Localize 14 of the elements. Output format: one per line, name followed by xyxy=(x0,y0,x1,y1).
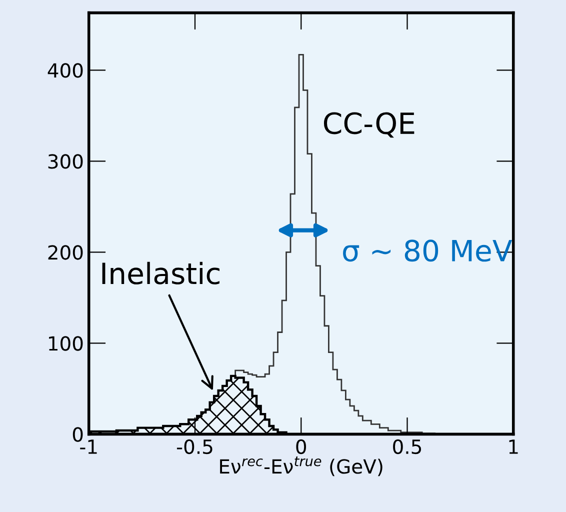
x-tick-label: 0.5 xyxy=(393,439,421,454)
x-tick-label: 0 xyxy=(296,439,306,454)
y-tick-label: 200 xyxy=(48,245,83,260)
x-tick-label: -0.5 xyxy=(176,439,212,454)
annotation: σ ~ 80 MeV xyxy=(343,240,512,262)
x-tick-label: -1 xyxy=(80,440,97,454)
y-tick-label: 100 xyxy=(49,336,83,351)
x-tick-label: 1 xyxy=(509,440,518,454)
x-axis-title: Eν$^{rec}$-Eν$^{true}$ (GeV) xyxy=(220,456,382,476)
y-tick-label: 300 xyxy=(48,154,83,169)
text: Inelastic xyxy=(102,262,220,284)
y-tick-label: 400 xyxy=(48,63,83,78)
series-label: CC-QE xyxy=(324,112,414,138)
y-tick-label: 0 xyxy=(72,427,83,442)
